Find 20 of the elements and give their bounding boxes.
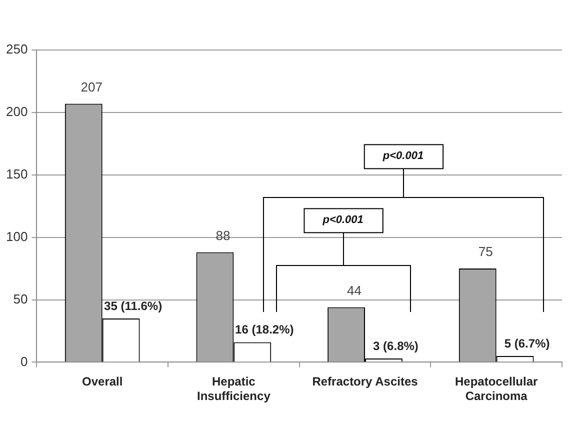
y-tick-label: 50 xyxy=(13,291,28,306)
data-label: 35 (11.6%) xyxy=(104,298,162,313)
x-tick-label: Overall xyxy=(82,374,123,389)
annotation: p<0.001 xyxy=(322,214,364,226)
data-label: 16 (18.2%) xyxy=(235,322,294,337)
annotation: p<0.001 xyxy=(382,150,424,162)
x-tick-label: Hepatic Insufficiency xyxy=(197,374,271,404)
data-label: 75 xyxy=(478,244,493,260)
y-tick-label: 200 xyxy=(6,104,28,120)
data-label: 44 xyxy=(347,282,362,298)
y-tick-label: 0 xyxy=(20,354,28,369)
y-tick-label: 100 xyxy=(6,228,28,244)
data-label: 3 (6.8%) xyxy=(373,338,418,353)
data-label: 207 xyxy=(80,79,102,94)
x-tick-label: Hepatocellular Carcinoma xyxy=(454,374,538,404)
data-label: 88 xyxy=(216,228,230,243)
y-tick-label: 250 xyxy=(6,42,28,57)
x-tick-label: Refractory Ascites xyxy=(312,374,418,389)
y-tick-label: 150 xyxy=(6,166,28,182)
data-label: 5 (6.7%) xyxy=(504,336,550,350)
